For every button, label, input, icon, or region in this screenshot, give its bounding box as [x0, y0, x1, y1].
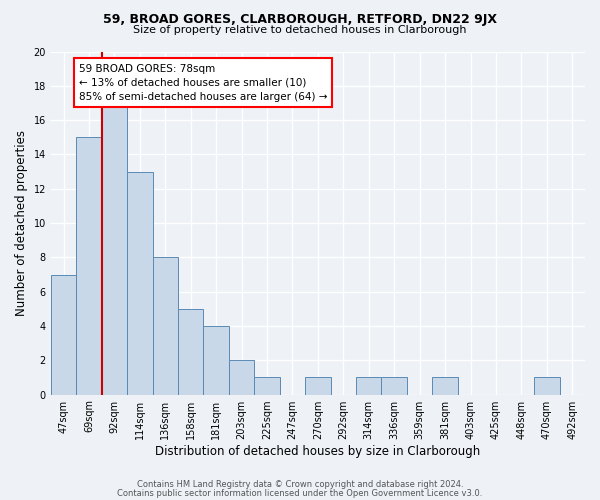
X-axis label: Distribution of detached houses by size in Clarborough: Distribution of detached houses by size … [155, 444, 481, 458]
Y-axis label: Number of detached properties: Number of detached properties [15, 130, 28, 316]
Text: Contains public sector information licensed under the Open Government Licence v3: Contains public sector information licen… [118, 488, 482, 498]
Bar [76, 138, 101, 394]
Bar [178, 309, 203, 394]
Bar [356, 378, 382, 394]
Bar [203, 326, 229, 394]
Bar [127, 172, 152, 394]
Bar [229, 360, 254, 394]
Bar [433, 378, 458, 394]
Text: Contains HM Land Registry data © Crown copyright and database right 2024.: Contains HM Land Registry data © Crown c… [137, 480, 463, 489]
Text: 59, BROAD GORES, CLARBOROUGH, RETFORD, DN22 9JX: 59, BROAD GORES, CLARBOROUGH, RETFORD, D… [103, 12, 497, 26]
Bar [152, 258, 178, 394]
Bar [382, 378, 407, 394]
Bar [51, 274, 76, 394]
Bar [534, 378, 560, 394]
Bar [305, 378, 331, 394]
Bar [254, 378, 280, 394]
Text: 59 BROAD GORES: 78sqm
← 13% of detached houses are smaller (10)
85% of semi-deta: 59 BROAD GORES: 78sqm ← 13% of detached … [79, 64, 327, 102]
Bar [101, 103, 127, 395]
Text: Size of property relative to detached houses in Clarborough: Size of property relative to detached ho… [133, 25, 467, 35]
